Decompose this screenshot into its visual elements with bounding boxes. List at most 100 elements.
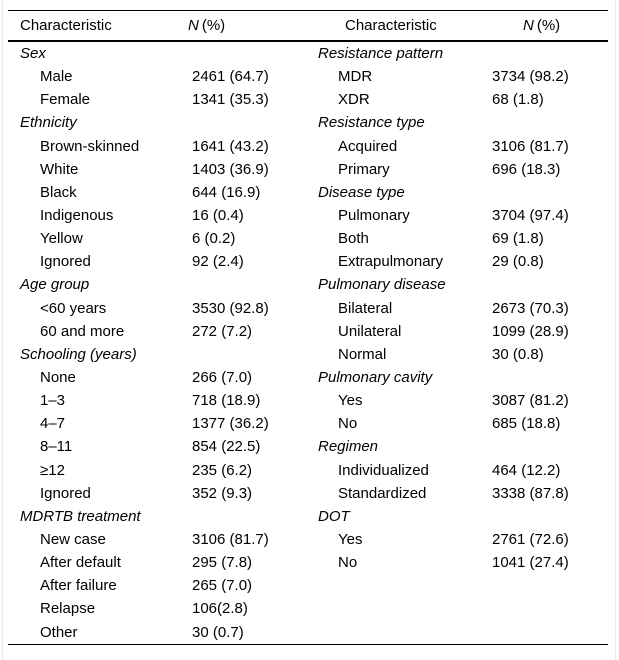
- table-row: XDR 68 (1.8): [318, 88, 608, 111]
- row-value: 352 (9.3): [192, 484, 253, 502]
- row-value: 464 (12.2): [492, 461, 561, 479]
- row-label: MDR: [338, 68, 373, 86]
- row-value: 3338 (87.8): [492, 484, 569, 502]
- table-row: Primary 696 (18.3): [318, 158, 608, 181]
- row-value: 106(2.8): [192, 600, 248, 618]
- row-value: 295 (7.8): [192, 554, 253, 572]
- row-value: 1377 (36.2): [192, 415, 269, 433]
- row-label: Standardized: [338, 484, 427, 502]
- section-label: Schooling (years): [20, 345, 137, 363]
- row-label: Normal: [338, 345, 387, 363]
- table-row: Brown-skinned 1641 (43.2): [8, 135, 318, 158]
- table-row: Relapse 106(2.8): [8, 597, 318, 620]
- row-label: Ignored: [40, 484, 91, 502]
- table-row: Both 69 (1.8): [318, 227, 608, 250]
- table-body: Sex Male 2461 (64.7) Female 1341 (35.3) Ethni…: [8, 40, 608, 645]
- row-label: After default: [40, 554, 121, 572]
- table-section-row: Pulmonary cavity: [318, 366, 608, 389]
- row-label: 60 and more: [40, 322, 125, 340]
- row-value: 1341 (35.3): [192, 91, 269, 109]
- table-row: Male 2461 (64.7): [8, 65, 318, 88]
- table-row: Individualized 464 (12.2): [318, 459, 608, 482]
- row-label: Other: [40, 623, 78, 641]
- table-section-row: DOT: [318, 505, 608, 528]
- row-label: Black: [40, 183, 77, 201]
- table-row: Acquired 3106 (81.7): [318, 135, 608, 158]
- row-value: 1641 (43.2): [192, 137, 269, 155]
- row-value: 16 (0.4): [192, 206, 244, 224]
- row-value: 6 (0.2): [192, 230, 236, 248]
- section-label: MDRTB treatment: [20, 507, 141, 525]
- table-header-row: Characteristic N (%) Characteristic N (%): [8, 11, 608, 40]
- row-label: No: [338, 554, 358, 572]
- row-label: Female: [40, 91, 91, 109]
- row-value: 266 (7.0): [192, 368, 253, 386]
- table-row: Yellow 6 (0.2): [8, 227, 318, 250]
- table-section-row: Age group: [8, 273, 318, 296]
- table-section-row: Pulmonary disease: [318, 273, 608, 296]
- section-label: Resistance type: [318, 114, 425, 132]
- row-value: 696 (18.3): [492, 160, 561, 178]
- row-value: 92 (2.4): [192, 253, 244, 271]
- table-row: Yes 3087 (81.2): [318, 389, 608, 412]
- section-label: Pulmonary disease: [318, 276, 446, 294]
- section-label: Sex: [20, 45, 46, 62]
- table-row: 4–7 1377 (36.2): [8, 412, 318, 435]
- row-label: Unilateral: [338, 322, 402, 340]
- row-label: Male: [40, 68, 73, 86]
- row-label: 1–3: [40, 392, 66, 410]
- row-label: ≥12: [40, 461, 65, 479]
- header-n-right-symbol: N: [523, 17, 534, 34]
- row-label: Yellow: [40, 230, 83, 248]
- row-label: Brown-skinned: [40, 137, 140, 155]
- row-label: Pulmonary: [338, 206, 410, 224]
- row-label: Relapse: [40, 600, 96, 618]
- section-label: Ethnicity: [20, 114, 77, 132]
- table-column-left: Sex Male 2461 (64.7) Female 1341 (35.3) Ethni…: [8, 42, 318, 644]
- row-label: Extrapulmonary: [338, 253, 444, 271]
- table-row: ≥12 235 (6.2): [8, 459, 318, 482]
- row-label: After failure: [40, 577, 117, 595]
- row-label: New case: [40, 530, 106, 548]
- row-label: None: [40, 368, 76, 386]
- section-label: Resistance pattern: [318, 45, 444, 62]
- row-value: 1099 (28.9): [492, 322, 569, 340]
- table-row: After default 295 (7.8): [8, 551, 318, 574]
- table-row: Black 644 (16.9): [8, 181, 318, 204]
- header-n-pct-right: N (%): [523, 11, 560, 40]
- row-value: 2673 (70.3): [492, 299, 569, 317]
- table-section-row: Resistance type: [318, 111, 608, 134]
- table-row: Standardized 3338 (87.8): [318, 482, 608, 505]
- header-characteristic-right: Characteristic: [345, 17, 437, 34]
- row-label: Acquired: [338, 137, 398, 155]
- row-value: 68 (1.8): [492, 91, 544, 109]
- table-row: Normal 30 (0.8): [318, 343, 608, 366]
- section-label: Regimen: [318, 438, 379, 456]
- row-value: 2461 (64.7): [192, 68, 269, 86]
- characteristics-table: Characteristic N (%) Characteristic N (%) …: [8, 10, 608, 645]
- header-characteristic-left: Characteristic: [20, 17, 112, 34]
- table-row: 8–11 854 (22.5): [8, 435, 318, 458]
- row-label: Yes: [338, 392, 363, 410]
- row-label: XDR: [338, 91, 370, 109]
- row-value: 69 (1.8): [492, 230, 544, 248]
- table-row: Pulmonary 3704 (97.4): [318, 204, 608, 227]
- row-label: 4–7: [40, 415, 66, 433]
- row-value: 265 (7.0): [192, 577, 253, 595]
- table-row: Bilateral 2673 (70.3): [318, 297, 608, 320]
- row-value: 3106 (81.7): [492, 137, 569, 155]
- row-value: 644 (16.9): [192, 183, 261, 201]
- table-row: Female 1341 (35.3): [8, 88, 318, 111]
- header-pct-left: (%): [201, 17, 226, 34]
- table-section-row: Schooling (years): [8, 343, 318, 366]
- row-value: 235 (6.2): [192, 461, 253, 479]
- row-label: Yes: [338, 530, 363, 548]
- row-value: 29 (0.8): [492, 253, 544, 271]
- table-row: Extrapulmonary 29 (0.8): [318, 250, 608, 273]
- row-value: 3530 (92.8): [192, 299, 269, 317]
- table-section-row: Disease type: [318, 181, 608, 204]
- table-row: No 1041 (27.4): [318, 551, 608, 574]
- row-value: 3106 (81.7): [192, 530, 269, 548]
- row-value: 3704 (97.4): [492, 206, 569, 224]
- row-label: Bilateral: [338, 299, 393, 317]
